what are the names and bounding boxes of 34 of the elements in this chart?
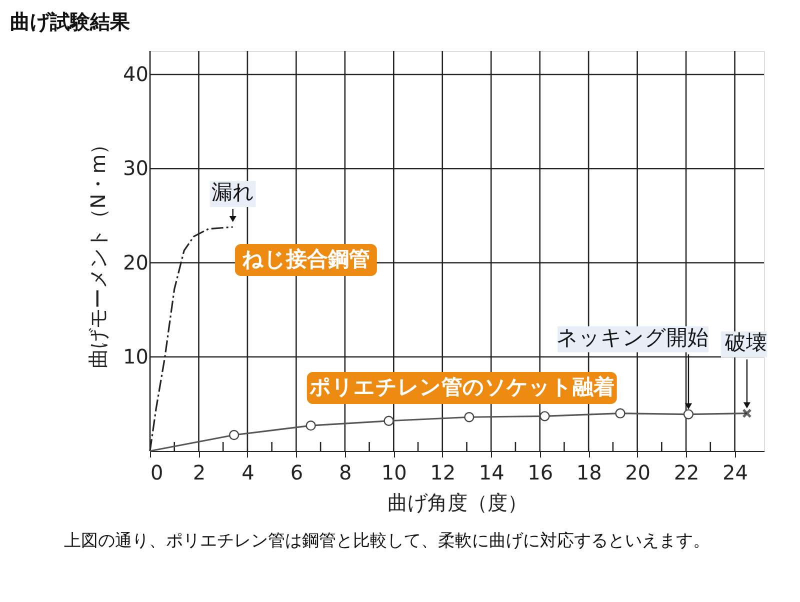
- x-tick-label: 24: [722, 460, 748, 484]
- y-tick-label: 20: [123, 250, 148, 274]
- x-tick-label: 12: [430, 460, 456, 484]
- x-axis-title: 曲げ角度（度）: [388, 490, 528, 514]
- point: [540, 411, 550, 422]
- series-label: ポリエチレン管のソケット融着: [308, 374, 614, 399]
- x-tick-label: 16: [528, 460, 554, 484]
- annotation: ネッキング開始: [556, 325, 708, 350]
- annotation: 破壊: [724, 330, 767, 354]
- y-tick-label: 30: [123, 156, 148, 180]
- x-tick-label: 8: [339, 460, 352, 484]
- point: [683, 409, 694, 420]
- x-tick-label: 14: [478, 460, 504, 484]
- x-tick-label: 22: [674, 460, 700, 484]
- point: [384, 416, 394, 426]
- x-tick-label: 20: [625, 460, 651, 484]
- text: 上図の通り、ポリエチレン管は鋼管と比較して、柔軟に曲げに対応するといえます。: [64, 531, 710, 551]
- x-tick-label: 2: [192, 460, 206, 484]
- x-tick-label: 18: [576, 460, 602, 484]
- point: [306, 420, 316, 431]
- y-tick-label: 40: [123, 62, 148, 86]
- point: [228, 430, 240, 440]
- point: [742, 408, 752, 418]
- point: [615, 408, 626, 418]
- annotation: 漏れ: [211, 180, 254, 204]
- y-tick-label: 10: [123, 344, 148, 368]
- series-label: ねじ接合鋼管: [242, 246, 370, 271]
- x-tick-label: 6: [290, 460, 304, 484]
- x-tick-label: 10: [381, 460, 407, 484]
- x-tick-label: 4: [242, 460, 254, 484]
- y-axis-title: 曲げモーメント（N・m）: [86, 134, 110, 369]
- chart-title: 曲げ試験結果: [10, 9, 131, 34]
- x-tick-label: 0: [150, 460, 164, 484]
- point: [464, 412, 474, 422]
